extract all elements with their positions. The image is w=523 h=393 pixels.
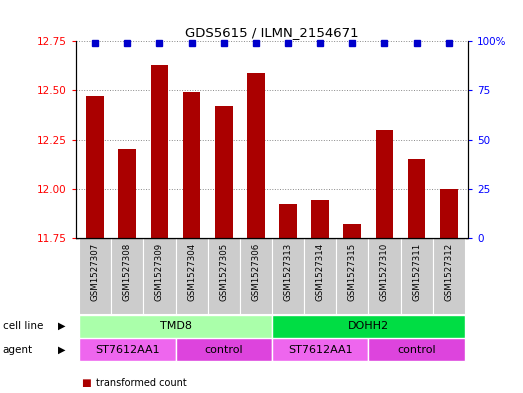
Bar xyxy=(86,96,104,238)
Bar xyxy=(440,189,458,238)
Text: DOHH2: DOHH2 xyxy=(348,321,389,331)
Bar xyxy=(111,238,143,314)
Bar xyxy=(151,65,168,238)
Bar xyxy=(368,238,401,314)
Bar xyxy=(79,238,111,314)
Bar xyxy=(376,130,393,238)
Bar xyxy=(344,224,361,238)
Text: agent: agent xyxy=(3,345,33,355)
Title: GDS5615 / ILMN_2154671: GDS5615 / ILMN_2154671 xyxy=(185,26,359,39)
Text: TMD8: TMD8 xyxy=(160,321,191,331)
Bar xyxy=(279,204,297,238)
Text: transformed count: transformed count xyxy=(96,378,187,388)
Text: GSM1527305: GSM1527305 xyxy=(219,243,228,301)
Bar xyxy=(368,338,465,361)
Bar xyxy=(247,73,265,238)
Bar xyxy=(176,338,272,361)
Text: GSM1527310: GSM1527310 xyxy=(380,243,389,301)
Bar xyxy=(272,338,368,361)
Text: GSM1527311: GSM1527311 xyxy=(412,243,421,301)
Bar xyxy=(272,315,465,338)
Bar xyxy=(208,238,240,314)
Bar xyxy=(176,238,208,314)
Text: ST7612AA1: ST7612AA1 xyxy=(95,345,160,355)
Bar xyxy=(240,238,272,314)
Text: control: control xyxy=(204,345,243,355)
Bar xyxy=(118,149,136,238)
Bar xyxy=(183,92,200,238)
Text: GSM1527315: GSM1527315 xyxy=(348,243,357,301)
Text: GSM1527304: GSM1527304 xyxy=(187,243,196,301)
Text: GSM1527313: GSM1527313 xyxy=(283,243,292,301)
Bar xyxy=(401,238,433,314)
Text: GSM1527309: GSM1527309 xyxy=(155,243,164,301)
Text: GSM1527314: GSM1527314 xyxy=(316,243,325,301)
Bar xyxy=(143,238,176,314)
Text: ▶: ▶ xyxy=(58,321,65,331)
Bar xyxy=(433,238,465,314)
Text: GSM1527312: GSM1527312 xyxy=(445,243,453,301)
Bar xyxy=(272,238,304,314)
Bar xyxy=(336,238,368,314)
Text: GSM1527307: GSM1527307 xyxy=(90,243,99,301)
Bar xyxy=(408,159,426,238)
Bar xyxy=(79,315,272,338)
Text: control: control xyxy=(397,345,436,355)
Bar xyxy=(304,238,336,314)
Text: GSM1527306: GSM1527306 xyxy=(252,243,260,301)
Text: cell line: cell line xyxy=(3,321,43,331)
Bar xyxy=(311,200,329,238)
Bar xyxy=(79,338,176,361)
Text: GSM1527308: GSM1527308 xyxy=(123,243,132,301)
Text: ▶: ▶ xyxy=(58,345,65,355)
Text: ST7612AA1: ST7612AA1 xyxy=(288,345,353,355)
Bar xyxy=(215,106,233,238)
Text: ■: ■ xyxy=(81,378,91,388)
